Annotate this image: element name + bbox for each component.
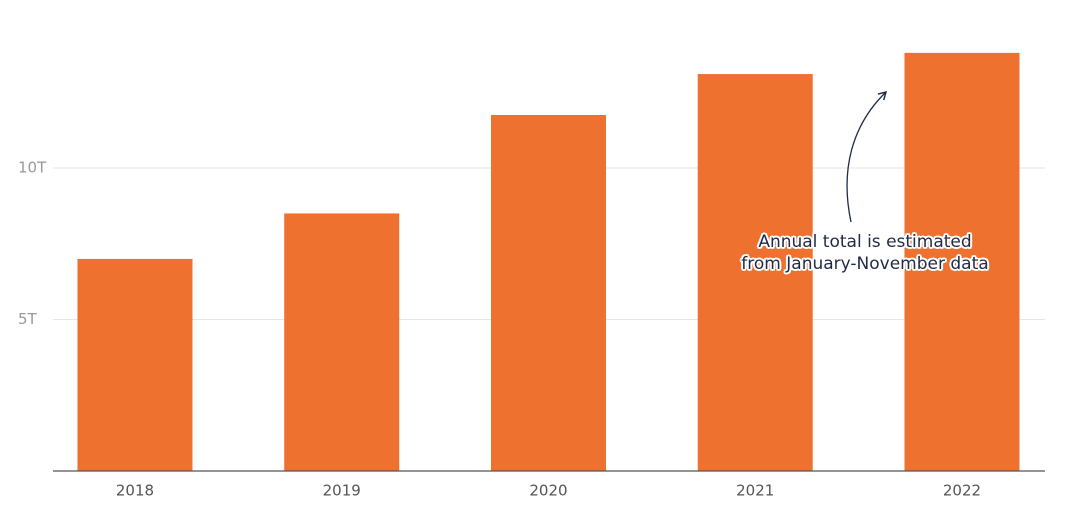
- bar: [904, 52, 1020, 472]
- bar: [490, 114, 606, 471]
- x-tick-label: 2022: [943, 482, 981, 500]
- bar: [77, 258, 193, 471]
- y-tick-label: 5T: [18, 310, 38, 328]
- x-tick-label: 2021: [736, 482, 774, 500]
- x-tick-label: 2018: [116, 482, 154, 500]
- annotation: Annual total is estimated from January-N…: [741, 232, 989, 274]
- x-tick-label: 2020: [529, 482, 567, 500]
- bars: [77, 52, 1020, 472]
- bar: [284, 213, 400, 471]
- y-tick-label: 10T: [18, 159, 47, 177]
- x-tick-label: 2019: [323, 482, 361, 500]
- bar: [697, 74, 813, 471]
- annotation-arrow: [846, 90, 888, 223]
